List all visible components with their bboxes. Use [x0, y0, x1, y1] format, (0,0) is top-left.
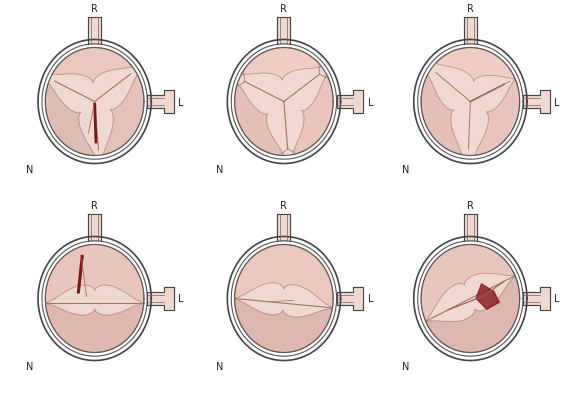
Polygon shape: [277, 214, 290, 241]
Polygon shape: [234, 49, 333, 156]
Polygon shape: [231, 241, 337, 356]
Text: N: N: [27, 164, 34, 174]
Polygon shape: [476, 284, 499, 310]
Text: R: R: [91, 4, 98, 14]
Polygon shape: [241, 49, 321, 81]
Polygon shape: [227, 41, 341, 164]
Polygon shape: [45, 84, 94, 156]
Polygon shape: [523, 90, 550, 114]
Polygon shape: [234, 245, 333, 352]
Polygon shape: [421, 245, 520, 352]
Polygon shape: [45, 245, 144, 352]
Text: R: R: [280, 200, 288, 210]
Text: L: L: [554, 97, 559, 107]
Polygon shape: [464, 18, 477, 45]
Polygon shape: [88, 18, 101, 45]
Text: L: L: [554, 294, 559, 304]
Polygon shape: [234, 245, 333, 308]
Text: L: L: [367, 97, 373, 107]
Polygon shape: [227, 237, 341, 360]
Text: L: L: [367, 294, 373, 304]
Polygon shape: [234, 245, 333, 352]
Polygon shape: [147, 287, 174, 311]
Text: L: L: [178, 294, 184, 304]
Text: R: R: [467, 200, 474, 210]
Polygon shape: [147, 90, 174, 114]
Polygon shape: [234, 49, 333, 156]
Polygon shape: [38, 41, 151, 164]
Polygon shape: [231, 45, 337, 160]
Polygon shape: [46, 304, 144, 352]
Polygon shape: [42, 241, 147, 356]
Polygon shape: [414, 41, 527, 164]
Polygon shape: [38, 237, 151, 360]
Polygon shape: [337, 287, 363, 311]
Polygon shape: [52, 49, 132, 83]
Polygon shape: [88, 214, 101, 241]
Text: R: R: [91, 200, 98, 210]
Polygon shape: [464, 214, 477, 241]
Text: R: R: [467, 4, 474, 14]
Polygon shape: [425, 276, 520, 352]
Polygon shape: [234, 84, 284, 156]
Text: R: R: [280, 4, 288, 14]
Text: N: N: [216, 360, 223, 371]
Text: L: L: [178, 97, 184, 107]
Polygon shape: [414, 237, 527, 360]
Polygon shape: [45, 245, 144, 352]
Text: N: N: [27, 360, 34, 371]
Polygon shape: [45, 245, 144, 304]
Polygon shape: [421, 245, 515, 322]
Polygon shape: [45, 49, 144, 156]
Polygon shape: [421, 49, 520, 156]
Polygon shape: [418, 45, 523, 160]
Polygon shape: [523, 287, 550, 311]
Text: N: N: [402, 360, 410, 371]
Polygon shape: [418, 241, 523, 356]
Polygon shape: [436, 49, 515, 82]
Polygon shape: [421, 245, 520, 352]
Polygon shape: [42, 45, 147, 160]
Polygon shape: [103, 75, 144, 155]
Polygon shape: [277, 18, 290, 45]
Polygon shape: [421, 75, 462, 155]
Text: N: N: [402, 164, 410, 174]
Polygon shape: [475, 79, 520, 156]
Text: N: N: [216, 164, 223, 174]
Polygon shape: [234, 299, 332, 352]
Polygon shape: [421, 49, 520, 156]
Polygon shape: [337, 90, 363, 114]
Polygon shape: [45, 49, 144, 156]
Polygon shape: [293, 75, 333, 155]
